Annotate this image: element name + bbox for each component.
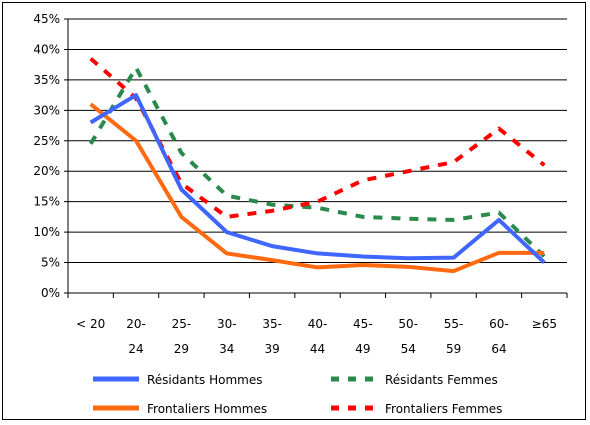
x-tick-label: 29 xyxy=(174,342,189,356)
series-line-0 xyxy=(89,93,546,265)
y-tick-label: 45% xyxy=(33,12,60,26)
series-lines xyxy=(88,57,546,274)
x-tick-label: 34 xyxy=(219,342,234,356)
x-tick-label: 49 xyxy=(355,342,370,356)
x-tick-label: 64 xyxy=(491,342,506,356)
y-tick-label: 30% xyxy=(33,103,60,117)
x-tick-label: 39 xyxy=(264,342,279,356)
x-tick-label: 59 xyxy=(446,342,461,356)
legend: Résidants Hommes Résidants Femmes Frontali… xyxy=(93,373,502,416)
x-tick-label: 24 xyxy=(128,342,143,356)
x-tick-label: 30- xyxy=(217,317,237,331)
series-line-2 xyxy=(89,102,545,274)
x-tick-label: 35- xyxy=(262,317,282,331)
x-tick-label: 45- xyxy=(353,317,373,331)
x-tick-label: 40- xyxy=(308,317,328,331)
y-tick-label: 10% xyxy=(33,225,60,239)
line-chart: 0% 5% 10% 15% 20% 25% 30% 35% 40% 45% < 20 20- 24 25… xyxy=(33,12,568,416)
x-tick-label: 20- xyxy=(126,317,146,331)
x-tick-label: 25- xyxy=(172,317,192,331)
legend-label: Frontaliers Hommes xyxy=(147,402,267,416)
y-tick-label: 15% xyxy=(33,195,60,209)
y-tick-label: 35% xyxy=(33,73,60,87)
x-tick-label: 50- xyxy=(398,317,418,331)
y-tick-label: 5% xyxy=(41,256,60,270)
x-tick-label: 55- xyxy=(444,317,464,331)
y-tick-label: 40% xyxy=(33,42,60,56)
x-tick-label: 60- xyxy=(489,317,509,331)
legend-label: Frontaliers Femmes xyxy=(385,402,502,416)
y-tick-label: 25% xyxy=(33,134,60,148)
x-tick-label: 44 xyxy=(310,342,325,356)
legend-label: Résidants Hommes xyxy=(147,373,263,387)
y-axis: 0% 5% 10% 15% 20% 25% 30% 35% 40% 45% xyxy=(33,12,69,300)
y-tick-label: 20% xyxy=(33,164,60,178)
y-tick-label: 0% xyxy=(41,286,60,300)
x-tick-label: 54 xyxy=(401,342,416,356)
x-axis: < 20 20- 24 25- 29 30- 34 35- 39 40- 44 45- 49 50- 54 5… xyxy=(67,292,568,356)
x-tick-label: < 20 xyxy=(76,317,105,331)
legend-label: Résidants Femmes xyxy=(385,373,498,387)
chart-frame: 0% 5% 10% 15% 20% 25% 30% 35% 40% 45% < 20 20- 24 25… xyxy=(2,2,586,420)
gridlines xyxy=(68,18,567,294)
x-tick-label: ≥65 xyxy=(532,317,557,331)
series-line-1 xyxy=(88,65,546,258)
